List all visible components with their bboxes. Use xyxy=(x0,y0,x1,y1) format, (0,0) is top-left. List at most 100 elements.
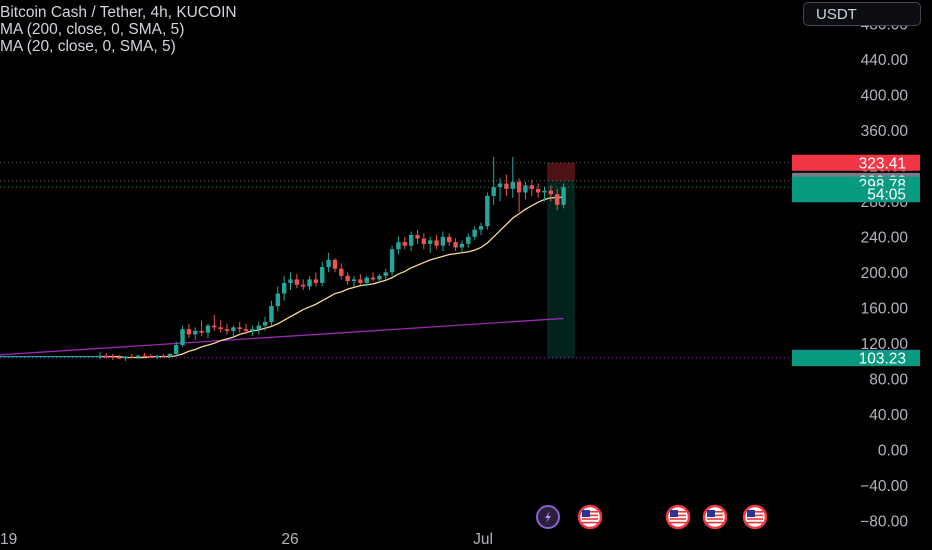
candle-body xyxy=(167,353,173,357)
y-tick-label: −40.00 xyxy=(860,478,908,495)
candle-body xyxy=(97,355,103,358)
candle-body xyxy=(351,279,357,282)
y-tick-label: 80.00 xyxy=(869,371,908,388)
candle xyxy=(123,355,128,362)
candle xyxy=(542,187,547,202)
candle-body xyxy=(389,249,395,273)
price-label: 103.23 xyxy=(792,350,920,368)
candle-body xyxy=(358,279,363,283)
candle xyxy=(535,183,541,198)
candle-body xyxy=(548,190,554,195)
candle-body xyxy=(269,306,274,322)
candle-body xyxy=(529,185,534,189)
candle-body xyxy=(339,268,344,276)
ma20-legend[interactable]: MA (20, close, 0, SMA, 5) xyxy=(0,38,176,55)
candle-body xyxy=(193,330,198,335)
candle xyxy=(377,274,382,283)
candle xyxy=(231,325,236,337)
candle-body xyxy=(256,325,261,330)
candle xyxy=(307,275,312,291)
currency-button[interactable]: USDT xyxy=(803,2,921,26)
candle xyxy=(313,272,319,287)
candle xyxy=(262,316,268,331)
candle-body xyxy=(408,235,414,246)
y-tick-label: 240.00 xyxy=(861,229,909,246)
candle-body xyxy=(231,327,236,331)
candle xyxy=(415,229,420,244)
candle xyxy=(358,274,363,285)
candle-body xyxy=(542,190,547,193)
candle-body xyxy=(434,240,439,246)
candle-body xyxy=(116,357,122,359)
candle-body xyxy=(301,284,306,287)
candle xyxy=(497,178,503,202)
candle xyxy=(351,275,357,287)
price-label-text: 323.41 xyxy=(859,155,906,172)
candle xyxy=(561,183,566,209)
us-flag-icon[interactable] xyxy=(577,504,603,530)
candle-body xyxy=(294,279,300,285)
candle xyxy=(523,181,528,200)
candle xyxy=(555,188,560,211)
lightning-icon[interactable] xyxy=(536,505,560,529)
candle-body xyxy=(377,275,382,280)
candle xyxy=(167,353,173,359)
candle xyxy=(504,174,509,196)
candle-body xyxy=(275,293,280,307)
candle-body xyxy=(205,325,211,333)
price-label: 323.41 xyxy=(792,154,920,172)
candle-body xyxy=(535,188,541,193)
us-flag-icon[interactable] xyxy=(742,504,768,530)
candle-body xyxy=(243,329,249,331)
candle-body xyxy=(237,327,242,330)
candle-body xyxy=(212,325,217,328)
candle xyxy=(364,275,369,287)
candle-body xyxy=(459,243,465,248)
candle xyxy=(193,327,198,340)
candle xyxy=(256,322,261,335)
candle xyxy=(142,353,147,358)
candle xyxy=(135,354,141,360)
candle xyxy=(402,236,407,250)
candle-body xyxy=(224,329,230,331)
candle-body xyxy=(250,329,255,331)
candle xyxy=(294,274,300,289)
ma200-line xyxy=(0,317,564,356)
candle-body xyxy=(472,229,477,237)
candle xyxy=(459,240,465,253)
candle xyxy=(326,252,331,273)
candle-body xyxy=(466,236,471,244)
y-tick-label: 0.00 xyxy=(878,442,909,459)
candle-body xyxy=(491,187,496,196)
ma200-legend[interactable]: MA (200, close, 0, SMA, 5) xyxy=(0,21,185,38)
candle-body xyxy=(135,355,141,358)
us-flag-icon[interactable] xyxy=(702,504,728,530)
candle xyxy=(237,322,242,333)
x-tick-label: Jul xyxy=(473,531,493,548)
candle-body xyxy=(396,242,401,250)
candle xyxy=(478,222,484,236)
candle-body xyxy=(142,355,147,357)
candle xyxy=(199,320,204,337)
candle xyxy=(320,261,325,287)
candle xyxy=(218,320,223,333)
candle-body xyxy=(281,282,287,294)
candle xyxy=(174,341,179,356)
candle-body xyxy=(453,242,458,248)
candle-body xyxy=(561,187,566,205)
candle-body xyxy=(364,277,369,283)
symbol-title[interactable]: Bitcoin Cash / Tether, 4h, KUCOIN xyxy=(0,4,237,21)
candle-body xyxy=(288,279,293,283)
candle xyxy=(186,323,192,338)
candle-body xyxy=(262,322,268,326)
candle xyxy=(529,180,534,196)
candle-body xyxy=(174,345,179,354)
candle-body xyxy=(199,330,204,333)
candle xyxy=(421,233,427,250)
candle-body xyxy=(504,183,509,189)
candle xyxy=(472,226,477,241)
us-flag-icon[interactable] xyxy=(665,504,691,530)
candle xyxy=(224,323,230,335)
candle xyxy=(243,323,249,335)
